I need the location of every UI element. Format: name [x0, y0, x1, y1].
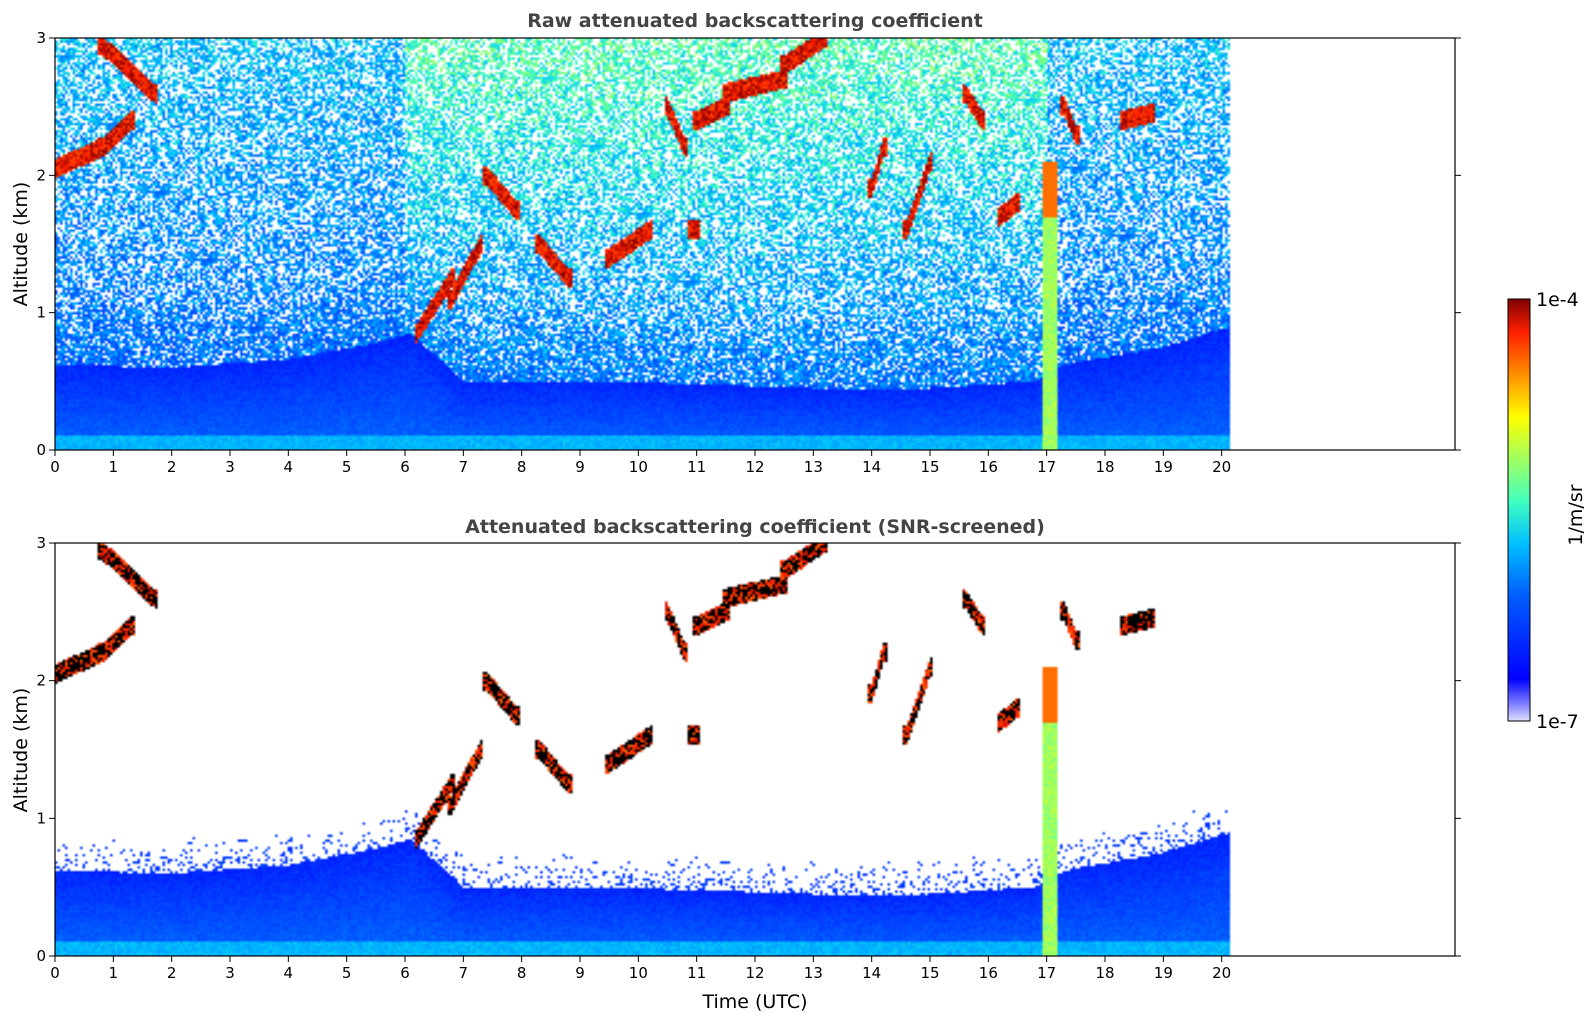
x-tick-label: 2 [167, 964, 177, 982]
colorbar-min-label: 1e-7 [1536, 711, 1579, 733]
x-tick-label: 18 [1095, 458, 1114, 476]
x-tick-label: 16 [979, 458, 998, 476]
x-tick-label: 4 [284, 964, 294, 982]
panel-screened-y-label: Altitude (km) [10, 688, 32, 813]
panel-raw-x-axis: 0 1 2 3 4 5 6 7 8 9 10 11 12 13 14 15 16 17 18 19 20 [50, 450, 1231, 476]
y-tick-label: 3 [36, 29, 46, 47]
y-tick-label: 2 [36, 672, 46, 690]
x-tick-label: 11 [687, 964, 706, 982]
panel-raw-y-axis: 0 1 2 3 [36, 29, 1461, 459]
x-tick-label: 17 [1037, 964, 1056, 982]
x-tick-label: 7 [459, 964, 469, 982]
panel-raw-title: Raw attenuated backscattering coefficien… [527, 10, 983, 32]
x-tick-label: 1 [109, 458, 119, 476]
panel-raw-y-label: Altitude (km) [10, 182, 32, 307]
panel-screened-heatmap [55, 543, 1455, 956]
x-tick-label: 14 [862, 964, 881, 982]
x-tick-label: 14 [862, 458, 881, 476]
y-tick-label: 0 [36, 947, 46, 965]
x-tick-label: 5 [342, 964, 352, 982]
x-tick-label: 0 [50, 458, 60, 476]
x-tick-label: 9 [575, 458, 585, 476]
x-tick-label: 15 [920, 458, 939, 476]
colorbar-gradient [1507, 298, 1531, 722]
x-tick-label: 6 [400, 964, 410, 982]
x-tick-label: 13 [804, 458, 823, 476]
x-tick-label: 6 [400, 458, 410, 476]
x-tick-label: 4 [284, 458, 294, 476]
panel-screened-x-axis: 0 1 2 3 4 5 6 7 8 9 10 11 12 13 14 15 16 17 18 19 20 [50, 956, 1231, 982]
colorbar-max-label: 1e-4 [1536, 289, 1579, 311]
x-tick-label: 19 [1154, 458, 1173, 476]
x-tick-label: 13 [804, 964, 823, 982]
colorbar-unit-label: 1/m/sr [1565, 484, 1587, 545]
y-tick-label: 2 [36, 166, 46, 184]
x-tick-label: 2 [167, 458, 177, 476]
x-tick-label: 3 [225, 964, 235, 982]
x-tick-label: 7 [459, 458, 469, 476]
x-tick-label: 18 [1095, 964, 1114, 982]
x-tick-label: 0 [50, 964, 60, 982]
x-tick-label: 17 [1037, 458, 1056, 476]
panel-raw-plot-area [55, 38, 1455, 450]
colorbar: 1e-4 1e-7 1/m/sr [1507, 289, 1587, 733]
x-tick-label: 1 [109, 964, 119, 982]
x-tick-label: 12 [745, 458, 764, 476]
panel-screened-plot-area [55, 543, 1455, 956]
x-tick-label: 12 [745, 964, 764, 982]
panel-raw: Raw attenuated backscattering coefficien… [10, 10, 1461, 476]
x-tick-label: 11 [687, 458, 706, 476]
x-tick-label: 15 [920, 964, 939, 982]
x-tick-label: 20 [1212, 964, 1231, 982]
panel-screened-x-label: Time (UTC) [701, 991, 807, 1013]
panel-screened: Attenuated backscattering coefficient (S… [10, 516, 1461, 1013]
y-tick-label: 3 [36, 534, 46, 552]
x-tick-label: 8 [517, 458, 527, 476]
panel-screened-title: Attenuated backscattering coefficient (S… [465, 516, 1045, 538]
x-tick-label: 5 [342, 458, 352, 476]
y-tick-label: 1 [36, 809, 46, 827]
y-tick-label: 0 [36, 441, 46, 459]
x-tick-label: 19 [1154, 964, 1173, 982]
panel-screened-y-axis: 0 1 2 3 [36, 534, 1461, 965]
x-tick-label: 3 [225, 458, 235, 476]
panel-raw-heatmap [55, 38, 1455, 450]
y-tick-label: 1 [36, 304, 46, 322]
x-tick-label: 20 [1212, 458, 1231, 476]
x-tick-label: 16 [979, 964, 998, 982]
x-tick-label: 8 [517, 964, 527, 982]
x-tick-label: 10 [629, 458, 648, 476]
x-tick-label: 10 [629, 964, 648, 982]
x-tick-label: 9 [575, 964, 585, 982]
